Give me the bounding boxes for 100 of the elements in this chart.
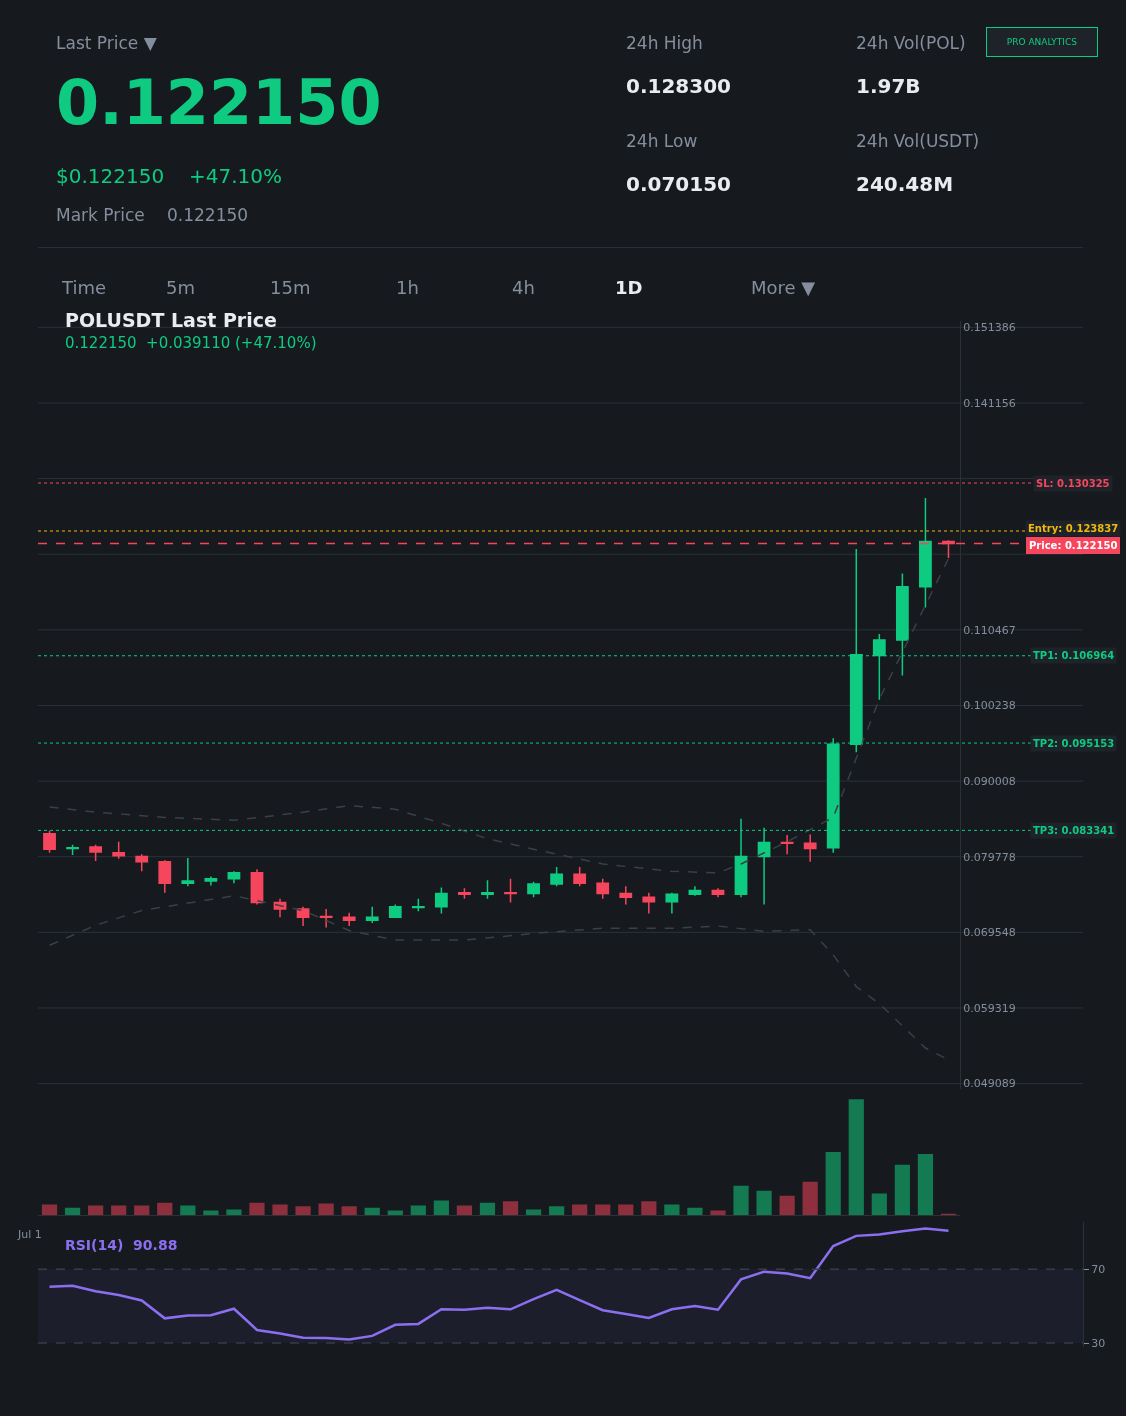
candlestick	[573, 866, 587, 887]
bar	[917, 1153, 934, 1216]
y-tick-label: 0.110467	[963, 623, 1016, 637]
text: 1h	[396, 277, 419, 298]
y-tick-label: 0.079778	[963, 850, 1016, 864]
bar	[894, 1164, 910, 1216]
candlestick	[296, 906, 310, 927]
ref-line-label: Price: 0.122150	[1029, 540, 1118, 551]
annotation: Jul 1	[17, 1228, 42, 1241]
bar	[203, 1210, 219, 1216]
bar	[710, 1210, 726, 1216]
bar	[157, 1202, 173, 1216]
bar	[825, 1152, 841, 1216]
bar	[733, 1185, 749, 1216]
candlestick	[250, 868, 264, 906]
candlestick	[342, 911, 356, 927]
text: 0.122150	[167, 205, 249, 225]
candlestick	[181, 857, 195, 887]
y-tick-label: 0.151386	[963, 321, 1016, 335]
text: 0.070150	[626, 172, 732, 196]
candlestick	[458, 887, 471, 900]
candlestick	[319, 908, 333, 929]
text: 15m	[270, 277, 311, 298]
candlestick	[365, 906, 379, 924]
y-tick-label: 0.141156	[963, 396, 1016, 410]
y-tick-label: 0.059319	[963, 1001, 1016, 1015]
line-series	[48, 1227, 950, 1341]
candlestick	[919, 497, 932, 609]
text: 240.48M	[856, 172, 954, 196]
bar	[249, 1202, 265, 1216]
bar	[41, 1204, 58, 1216]
candlestick	[527, 880, 540, 898]
bar	[549, 1206, 565, 1216]
text: 1D	[615, 277, 643, 298]
bar	[595, 1204, 611, 1216]
text: Time	[61, 277, 107, 298]
text: 1.97B	[856, 74, 921, 98]
candlestick	[388, 903, 402, 919]
y-tick-label: 0.069548	[963, 926, 1016, 940]
candlestick	[43, 829, 56, 854]
text: Mark Price	[56, 205, 145, 225]
candlestick	[780, 834, 794, 856]
bar	[318, 1203, 334, 1216]
bar	[779, 1195, 795, 1216]
line-series	[48, 557, 950, 874]
bar	[641, 1201, 657, 1216]
text: More ▼	[751, 277, 816, 298]
candlestick	[481, 879, 494, 900]
text: 0.128300	[626, 74, 732, 98]
bar	[456, 1205, 473, 1216]
bar	[410, 1205, 426, 1216]
text: Last Price ▼	[56, 33, 158, 53]
text: 0.122150	[56, 66, 382, 139]
candlestick	[112, 841, 126, 860]
candlestick	[158, 859, 172, 894]
bar	[848, 1099, 864, 1216]
text: 24h Vol(USDT)	[856, 131, 980, 151]
bar	[502, 1201, 519, 1216]
bar	[295, 1206, 311, 1216]
text: RSI(14) 90.88	[65, 1237, 178, 1253]
bar	[341, 1206, 357, 1216]
candlestick	[504, 877, 517, 904]
bar	[525, 1209, 542, 1216]
text: 24h Vol(POL)	[856, 33, 966, 53]
bar	[756, 1190, 772, 1216]
bar	[111, 1205, 127, 1216]
candlestick	[665, 892, 679, 915]
candlestick	[204, 875, 218, 887]
chart-title: POLUSDT Last Price	[65, 309, 277, 331]
candlestick	[550, 866, 564, 887]
bar	[180, 1205, 196, 1216]
bar	[433, 1200, 449, 1216]
y-tick-label: 0.100238	[963, 699, 1016, 713]
y-tick-label: 70	[1091, 1263, 1106, 1277]
bar	[572, 1204, 588, 1216]
candlestick	[803, 833, 817, 863]
bar	[134, 1205, 150, 1216]
bar	[618, 1204, 634, 1216]
candlestick	[688, 885, 702, 897]
ref-line-label: TP1: 0.106964	[1033, 650, 1115, 661]
ref-line-label: Entry: 0.123837	[1028, 523, 1119, 534]
text: 0.122150 +0.039110 (+47.10%)	[65, 334, 317, 352]
y-tick-label: 0.049089	[963, 1077, 1016, 1091]
candlestick	[596, 877, 610, 900]
bar	[687, 1207, 703, 1216]
bar	[88, 1205, 104, 1216]
text: 24h Low	[626, 131, 698, 151]
text: 24h High	[626, 33, 703, 53]
bar	[802, 1181, 818, 1216]
y-tick-label: 0.090008	[963, 774, 1016, 788]
bar	[479, 1202, 496, 1216]
text: PRO ANALYTICS	[1006, 37, 1078, 47]
bar	[226, 1209, 242, 1216]
bar	[387, 1210, 403, 1216]
ref-line-label: SL: 0.130325	[1036, 478, 1110, 489]
text: 4h	[512, 277, 535, 298]
text: +47.10%	[189, 164, 283, 188]
candlestick	[642, 892, 656, 915]
candlestick	[434, 886, 448, 915]
candlestick	[89, 843, 103, 862]
